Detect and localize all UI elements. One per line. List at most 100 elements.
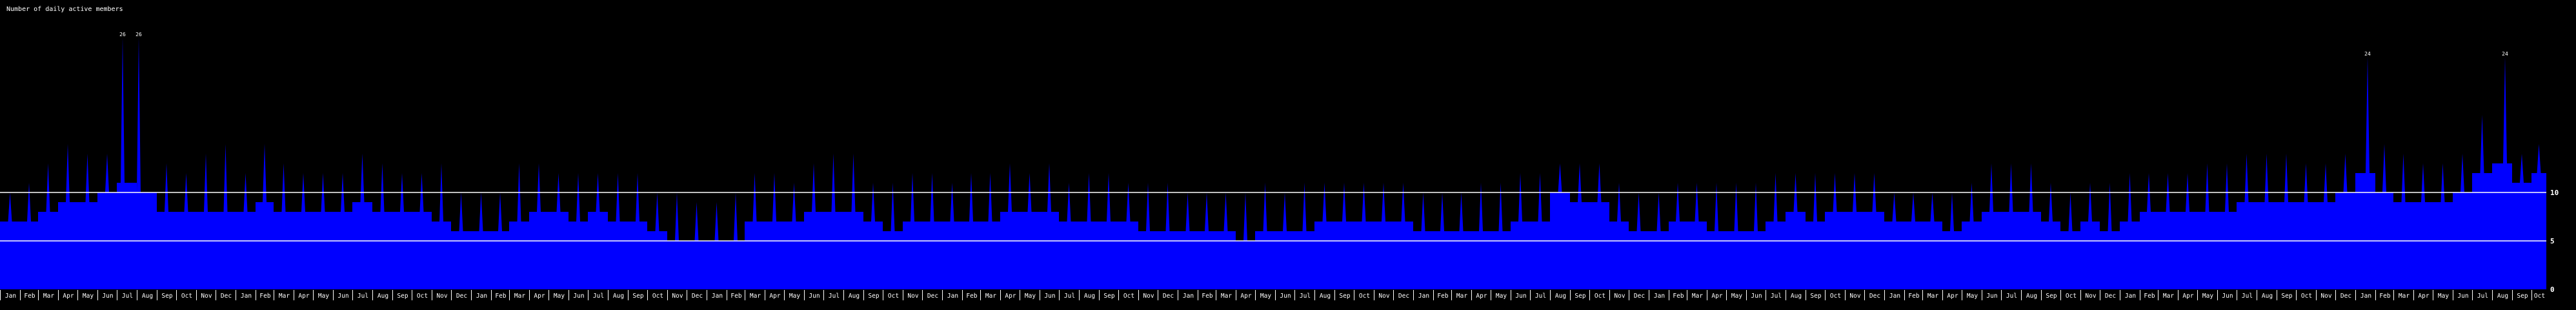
monthly-max-spike	[105, 154, 109, 192]
x-tick-label: Aug	[2497, 293, 2508, 300]
area-month-segment	[20, 222, 38, 289]
area-month-segment	[2257, 202, 2277, 289]
monthly-max-spike	[2324, 163, 2328, 202]
x-tick-label: Oct	[652, 293, 663, 300]
area-month-segment	[1314, 222, 1334, 289]
monthly-max-spike	[969, 173, 973, 222]
area-month-segment	[77, 202, 97, 289]
x-tick-label: Jul	[2477, 293, 2488, 300]
monthly-max-spike	[380, 163, 385, 212]
area-month-segment	[0, 222, 20, 289]
x-tick-label: Mar	[514, 293, 525, 300]
x-tick-label: Jul	[1064, 293, 1075, 300]
x-tick-label: Nov	[1849, 293, 1860, 300]
x-tick-label: Jul	[593, 293, 604, 300]
area-month-segment	[216, 212, 236, 289]
monthly-max-spike	[1047, 163, 1051, 212]
monthly-max-spike	[1223, 192, 1228, 231]
area-month-segment	[1020, 212, 1040, 289]
x-tick-label: Sep	[2281, 293, 2292, 300]
monthly-max-spike	[1382, 183, 1385, 222]
x-tick-label: Aug	[377, 293, 388, 300]
area-month-segment	[117, 183, 137, 289]
monthly-max-spike	[360, 154, 365, 202]
monthly-max-spike	[694, 202, 699, 241]
x-tick-label: May	[2438, 293, 2449, 300]
x-tick-label: Feb	[2144, 293, 2155, 300]
x-tick-label: Jun	[337, 293, 348, 300]
x-tick-label: Mar	[750, 293, 761, 300]
x-tick-label: Feb	[1437, 293, 1448, 300]
monthly-max-spike	[498, 192, 502, 231]
area-month-segment	[922, 222, 942, 289]
area-month-segment	[274, 212, 294, 289]
area-month-segment	[1904, 222, 1922, 289]
area-month-segment	[1491, 231, 1511, 289]
x-tick-label: May	[1731, 293, 1742, 300]
area-month-segment	[2060, 231, 2080, 289]
x-tick-label: Nov	[1143, 293, 1154, 300]
area-month-segment	[2237, 202, 2257, 289]
x-tick-label: Dec	[1869, 293, 1880, 300]
x-tick-label: Oct	[1595, 293, 1605, 300]
area-month-segment	[1413, 231, 1433, 289]
monthly-max-spike	[1362, 183, 1366, 222]
peak-label: 26	[119, 32, 126, 37]
monthly-max-spike	[2108, 183, 2112, 231]
area-month-segment	[2197, 212, 2217, 289]
monthly-max-spike	[459, 192, 463, 231]
x-tick-label: Oct	[2066, 293, 2077, 300]
x-tick-label: Aug	[613, 293, 624, 300]
monthly-max-spike	[2244, 154, 2249, 202]
monthly-max-spike	[1479, 183, 1483, 231]
monthly-max-spike	[1969, 183, 1974, 222]
monthly-max-spike	[891, 183, 895, 231]
monthly-max-spike	[2049, 183, 2053, 222]
x-tick-label: May	[83, 293, 94, 300]
x-tick-label: Apr	[1476, 293, 1487, 300]
monthly-max-spike	[223, 144, 228, 212]
monthly-max-spike	[1656, 192, 1661, 231]
y-tick-label: 5	[2550, 237, 2555, 245]
area-month-segment	[2296, 202, 2316, 289]
monthly-max-spike	[2366, 57, 2370, 173]
area-month-segment	[1000, 212, 1020, 289]
x-tick-label: Dec	[1163, 293, 1174, 300]
monthly-max-spike	[1636, 192, 1641, 231]
x-tick-label: Jun	[1515, 293, 1526, 300]
area-month-segment	[1726, 231, 1746, 289]
x-tick-label: Feb	[24, 293, 35, 300]
x-tick-label: Jul	[1300, 293, 1311, 300]
area-month-segment	[1530, 222, 1550, 289]
x-tick-label: Oct	[181, 293, 192, 300]
x-tick-label: Jan	[1654, 293, 1665, 300]
area-month-segment	[1374, 222, 1393, 289]
area-month-segment	[491, 231, 509, 289]
area-month-segment	[863, 222, 883, 289]
area-month-segment	[412, 212, 432, 289]
area-month-segment	[1079, 222, 1099, 289]
area-month-segment	[1669, 222, 1687, 289]
x-tick-label: Jan	[476, 293, 487, 300]
monthly-max-spike	[950, 183, 954, 222]
monthly-max-spike	[636, 173, 639, 222]
monthly-max-spike	[137, 37, 141, 192]
monthly-max-spike	[1067, 183, 1071, 222]
monthly-max-spike	[1185, 192, 1190, 231]
x-tick-label: Nov	[436, 293, 447, 300]
x-tick-label: Jan	[1183, 293, 1194, 300]
area-month-segment	[1393, 222, 1413, 289]
chart-title: Number of daily active members	[6, 6, 123, 13]
x-tick-label: Oct	[2301, 293, 2312, 300]
monthly-max-spike	[1008, 163, 1012, 212]
monthly-max-spike	[2382, 144, 2386, 192]
monthly-max-spike	[1126, 183, 1131, 222]
x-tick-label: Apr	[298, 293, 309, 300]
monthly-max-spike	[2520, 154, 2524, 183]
monthly-max-spike	[1302, 183, 1307, 231]
peak-label: 24	[2364, 51, 2371, 57]
x-tick-label: Nov	[201, 293, 212, 300]
monthly-max-spike	[8, 192, 12, 222]
monthly-max-spike	[2088, 183, 2092, 222]
x-tick-label: Feb	[1673, 293, 1684, 300]
